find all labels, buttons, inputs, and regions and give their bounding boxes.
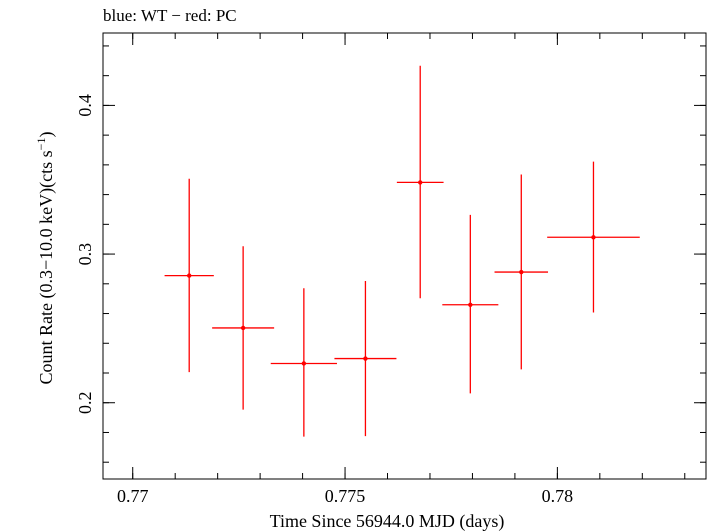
- y-axis-label-close: ): [36, 132, 57, 138]
- axis-ticks: [103, 33, 706, 479]
- data-point-pc: [164, 178, 214, 373]
- data-point-pc: [494, 174, 549, 370]
- data-marker: [418, 180, 423, 185]
- data-point-pc: [212, 246, 275, 410]
- x-tick-label: 0.78: [542, 486, 574, 506]
- data-marker: [591, 235, 596, 240]
- data-marker: [519, 269, 524, 275]
- y-tick-labels: 0.2 0.3 0.4: [75, 94, 95, 414]
- data-marker: [301, 361, 307, 366]
- y-tick-label: 0.2: [75, 391, 95, 414]
- x-tick-label: 0.77: [117, 486, 149, 506]
- y-axis-label: Count Rate (0.3−10.0 keV)(cts s−1): [34, 132, 57, 385]
- data-marker: [468, 302, 473, 307]
- data-point-pc: [442, 214, 499, 394]
- data-points: [164, 65, 640, 437]
- data-marker: [363, 356, 368, 361]
- chart-title: blue: WT − red: PC: [103, 6, 237, 25]
- x-tick-labels: 0.77 0.775 0.78: [117, 486, 573, 506]
- x-axis-label: Time Since 56944.0 MJD (days): [270, 511, 505, 532]
- x-tick-label: 0.775: [325, 486, 366, 506]
- y-tick-label: 0.3: [75, 243, 95, 265]
- data-point-pc: [396, 65, 444, 299]
- y-tick-label: 0.4: [75, 94, 95, 117]
- plot-frame: [102, 32, 707, 480]
- y-axis-label-superscript: −1: [34, 138, 48, 151]
- data-marker: [187, 273, 192, 278]
- data-point-pc: [334, 280, 397, 437]
- y-axis-label-main: Count Rate (0.3−10.0 keV)(cts s: [36, 150, 57, 384]
- data-marker: [240, 325, 246, 331]
- data-point-pc: [270, 288, 337, 437]
- data-point-pc: [547, 161, 640, 313]
